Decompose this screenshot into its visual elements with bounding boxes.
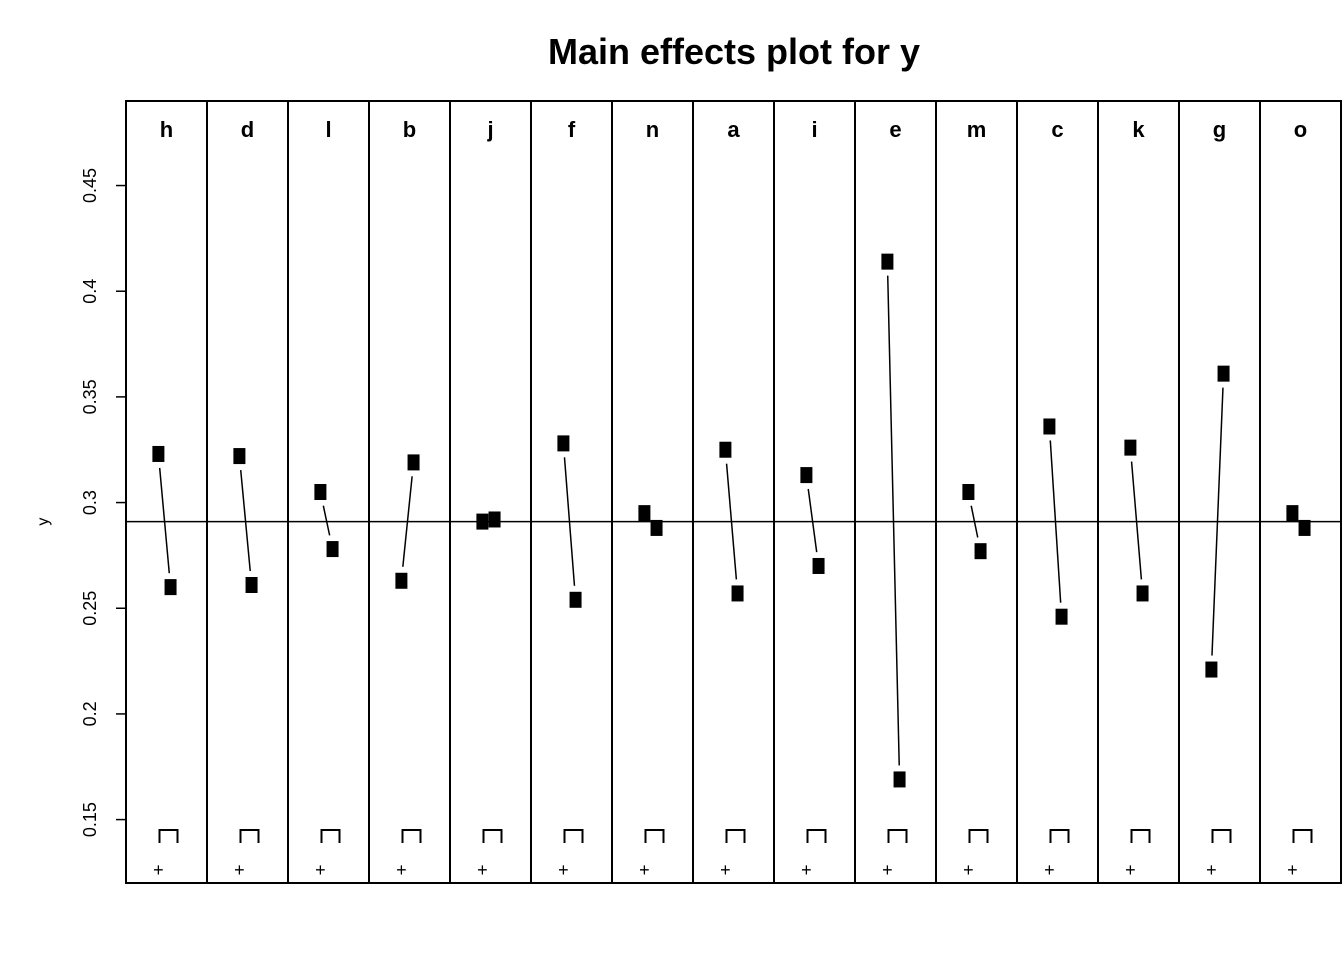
panel-label-n: n: [646, 117, 659, 142]
point-high: [1217, 365, 1230, 382]
effect-line: [970, 505, 979, 538]
panel-label-l: l: [325, 117, 331, 142]
y-tick-label: 0.2: [80, 701, 100, 726]
point-low: [962, 484, 975, 500]
point-low: [395, 572, 408, 589]
level-high-label: +: [396, 860, 407, 880]
level-high-label: +: [558, 860, 569, 880]
point-low: [152, 445, 165, 462]
point-low: [1124, 439, 1137, 456]
panel-label-h: h: [160, 117, 173, 142]
level-high-label: +: [477, 860, 488, 880]
level-low-symbol: [1292, 829, 1313, 843]
y-tick-label: 0.35: [80, 379, 100, 414]
panel-label-g: g: [1213, 117, 1226, 142]
panel-label-o: o: [1294, 117, 1307, 142]
point-low: [638, 505, 651, 522]
level-low-symbol: [239, 829, 260, 843]
point-low: [476, 513, 489, 530]
level-high-label: +: [1206, 860, 1217, 880]
level-high-label: +: [963, 860, 974, 880]
panel-label-m: m: [967, 117, 987, 142]
effect-line: [807, 488, 818, 553]
level-high-label: +: [153, 860, 164, 880]
point-low: [1043, 418, 1056, 435]
point-high: [407, 454, 420, 471]
point-high: [488, 511, 501, 528]
level-low-symbol: [1211, 829, 1232, 843]
point-high: [1298, 519, 1311, 536]
level-low-symbol: [806, 829, 827, 843]
level-high-label: +: [315, 860, 326, 880]
chart-title: Main effects plot for y: [548, 31, 920, 72]
panel-label-c: c: [1051, 117, 1063, 142]
y-tick-label: 0.25: [80, 591, 100, 626]
point-high: [569, 591, 582, 608]
point-low: [233, 448, 246, 465]
level-low-symbol: [1049, 829, 1070, 843]
level-low-symbol: [401, 829, 422, 843]
level-high-label: +: [1125, 860, 1136, 880]
y-tick-label: 0.3: [80, 490, 100, 515]
y-tick-label: 0.4: [80, 279, 100, 304]
panel-label-k: k: [1132, 117, 1145, 142]
effect-line: [402, 476, 413, 567]
plot-area: 0.15 0.2 0.25 0.3 0.35 0.4 0.45 y h + d + l + b + j + f + n +…: [35, 100, 1342, 884]
point-high: [731, 585, 744, 602]
level-high-label: +: [882, 860, 893, 880]
panel-label-i: i: [811, 117, 817, 142]
point-low: [881, 253, 894, 270]
level-low-symbol: [887, 829, 908, 843]
level-low-symbol: [968, 829, 989, 843]
point-high: [974, 543, 987, 560]
level-high-label: +: [639, 860, 650, 880]
level-low-symbol: [320, 829, 341, 843]
panel-label-f: f: [568, 117, 576, 142]
level-high-label: +: [801, 860, 812, 880]
level-low-symbol: [644, 829, 665, 843]
point-low: [719, 441, 732, 458]
point-low: [1286, 505, 1299, 522]
panel-label-d: d: [241, 117, 254, 142]
panel-label-j: j: [486, 117, 493, 142]
effect-line: [158, 467, 171, 574]
point-high: [164, 579, 177, 596]
point-high: [812, 557, 825, 574]
point-low: [800, 467, 813, 484]
level-low-symbol: [482, 829, 503, 843]
level-low-symbol: [563, 829, 584, 843]
level-high-label: +: [1287, 860, 1298, 880]
point-low: [314, 484, 327, 500]
plot-frame: [125, 100, 1342, 884]
effect-line: [563, 457, 576, 586]
point-low: [1205, 661, 1218, 678]
point-high: [245, 576, 258, 593]
effect-line: [725, 463, 738, 580]
level-low-symbol: [1130, 829, 1151, 843]
point-high: [1136, 585, 1149, 602]
point-high: [326, 541, 339, 558]
level-high-label: +: [234, 860, 245, 880]
effect-line: [239, 469, 251, 572]
y-axis-title: y: [35, 518, 52, 526]
level-low-symbol: [158, 829, 179, 843]
panel-label-b: b: [403, 117, 416, 142]
point-high: [893, 771, 906, 788]
effect-line: [1211, 387, 1224, 656]
point-high: [650, 519, 663, 536]
point-low: [557, 435, 570, 452]
level-high-label: +: [720, 860, 731, 880]
effect-line: [322, 505, 331, 536]
point-high: [1055, 608, 1068, 625]
effect-line: [1049, 440, 1062, 603]
y-tick-label: 0.45: [80, 168, 100, 203]
effect-line: [886, 275, 900, 766]
level-low-symbol: [725, 829, 746, 843]
y-tick-label: 0.15: [80, 802, 100, 837]
level-high-label: +: [1044, 860, 1055, 880]
effect-line: [1130, 461, 1143, 580]
panel-label-a: a: [727, 117, 740, 142]
panel-label-e: e: [889, 117, 901, 142]
